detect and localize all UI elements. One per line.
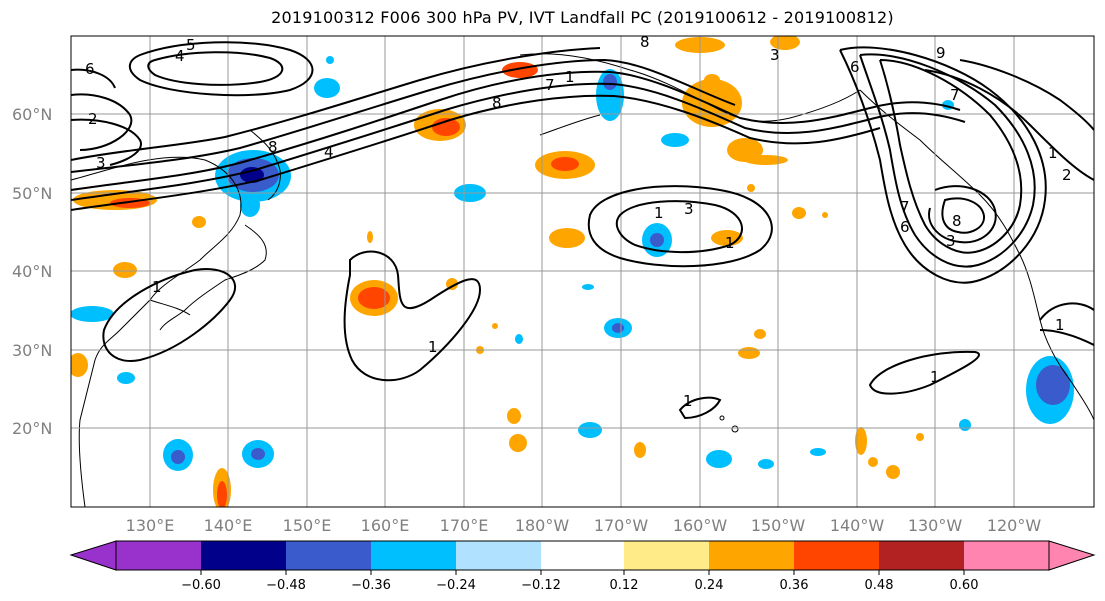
colorbar-segment xyxy=(371,541,456,570)
colorbar-tick-label: 0.12 xyxy=(610,578,639,593)
contour-label: 1 xyxy=(1055,316,1065,334)
lat-label: 20°N xyxy=(12,419,52,438)
colorbar-tick-label: −0.36 xyxy=(351,578,391,593)
colorbar-segment xyxy=(541,541,624,570)
colorbar-segment xyxy=(1048,540,1096,571)
contour-label: 9 xyxy=(936,44,946,62)
colorbar-segment xyxy=(116,541,201,570)
contour-label: 2 xyxy=(1062,166,1072,184)
contour-label: 3 xyxy=(770,46,780,64)
contour-label: 4 xyxy=(324,143,334,161)
colorbar: −0.60 −0.48 −0.36 −0.24 −0.12 0.12 0.24 … xyxy=(69,540,1096,593)
colorbar-segment xyxy=(879,541,964,570)
colorbar-segment xyxy=(624,541,709,570)
contour-labels: 5 4 6 2 3 8 4 7 8 1 8 9 6 3 7 3 1 1 1 1 … xyxy=(85,33,1072,410)
contour-label: 2 xyxy=(88,110,98,128)
contour-label: 1 xyxy=(428,338,438,356)
contour-label: 8 xyxy=(268,138,278,156)
colorbar-tick-label: −0.60 xyxy=(181,578,221,593)
colorbar-frame xyxy=(115,540,1050,571)
contour-label: 1 xyxy=(152,278,162,296)
lon-label: 150°W xyxy=(751,516,806,535)
contour-label: 7 xyxy=(900,198,910,216)
colorbar-segment xyxy=(794,541,879,570)
lon-labels: 130°E 140°E 150°E 160°E 170°E 180°W 170°… xyxy=(126,516,1042,535)
lat-labels: 60°N 50°N 40°N 30°N 20°N xyxy=(12,105,52,438)
lon-label: 160°E xyxy=(361,516,410,535)
map-frame xyxy=(70,35,1095,508)
colorbar-tick-label: −0.24 xyxy=(436,578,476,593)
colorbar-segment xyxy=(201,541,286,570)
lon-label: 130°E xyxy=(126,516,175,535)
lon-label: 170°W xyxy=(594,516,649,535)
colorbar-tick-label: 0.36 xyxy=(780,578,809,593)
lat-label: 30°N xyxy=(12,341,52,360)
contour-label: 1 xyxy=(1048,144,1058,162)
lat-label: 40°N xyxy=(12,262,52,281)
lon-label: 150°E xyxy=(283,516,332,535)
contour-label: 6 xyxy=(850,58,860,76)
contour-label: 1 xyxy=(930,368,940,386)
colorbar-segment xyxy=(69,540,117,571)
contour-label: 6 xyxy=(900,218,910,236)
contour-label: 6 xyxy=(85,60,95,78)
contour-label: 1 xyxy=(654,204,664,222)
lon-label: 160°W xyxy=(673,516,728,535)
lon-label: 170°E xyxy=(440,516,489,535)
contour-label: 3 xyxy=(946,232,956,250)
lon-label: 180°W xyxy=(515,516,570,535)
contour-label: 5 xyxy=(186,36,196,54)
contour-label: 7 xyxy=(950,86,960,104)
lat-label: 60°N xyxy=(12,105,52,124)
contour-label: 1 xyxy=(565,68,575,86)
colorbar-tick-label: 0.48 xyxy=(865,578,894,593)
colorbar-tick-label: −0.12 xyxy=(521,578,561,593)
colorbar-tick-label: 0.24 xyxy=(695,578,724,593)
contour-label: 8 xyxy=(640,33,650,51)
contour-label: 8 xyxy=(492,94,502,112)
colorbar-segment xyxy=(456,541,541,570)
chart-title: 2019100312 F006 300 hPa PV, IVT Landfall… xyxy=(271,8,894,27)
contour-label: 3 xyxy=(96,154,106,172)
lon-label: 140°W xyxy=(830,516,885,535)
lon-label: 140°E xyxy=(204,516,253,535)
contour-label: 3 xyxy=(684,200,694,218)
lat-label: 50°N xyxy=(12,184,52,203)
pv-shading xyxy=(71,36,1074,507)
contour-label: 1 xyxy=(683,392,693,410)
contour-label: 8 xyxy=(952,212,962,230)
ivt-contours xyxy=(71,41,1094,420)
contour-label: 7 xyxy=(545,76,555,94)
colorbar-segment xyxy=(286,541,371,570)
lon-label: 130°W xyxy=(908,516,963,535)
contour-label: 4 xyxy=(175,47,185,65)
lon-label: 120°W xyxy=(987,516,1042,535)
colorbar-tick-label: −0.48 xyxy=(266,578,306,593)
graticule xyxy=(71,36,1094,507)
colorbar-segment xyxy=(964,541,1049,570)
colorbar-tick-label: 0.60 xyxy=(950,578,979,593)
colorbar-segment xyxy=(709,541,794,570)
contour-label: 1 xyxy=(725,234,735,252)
